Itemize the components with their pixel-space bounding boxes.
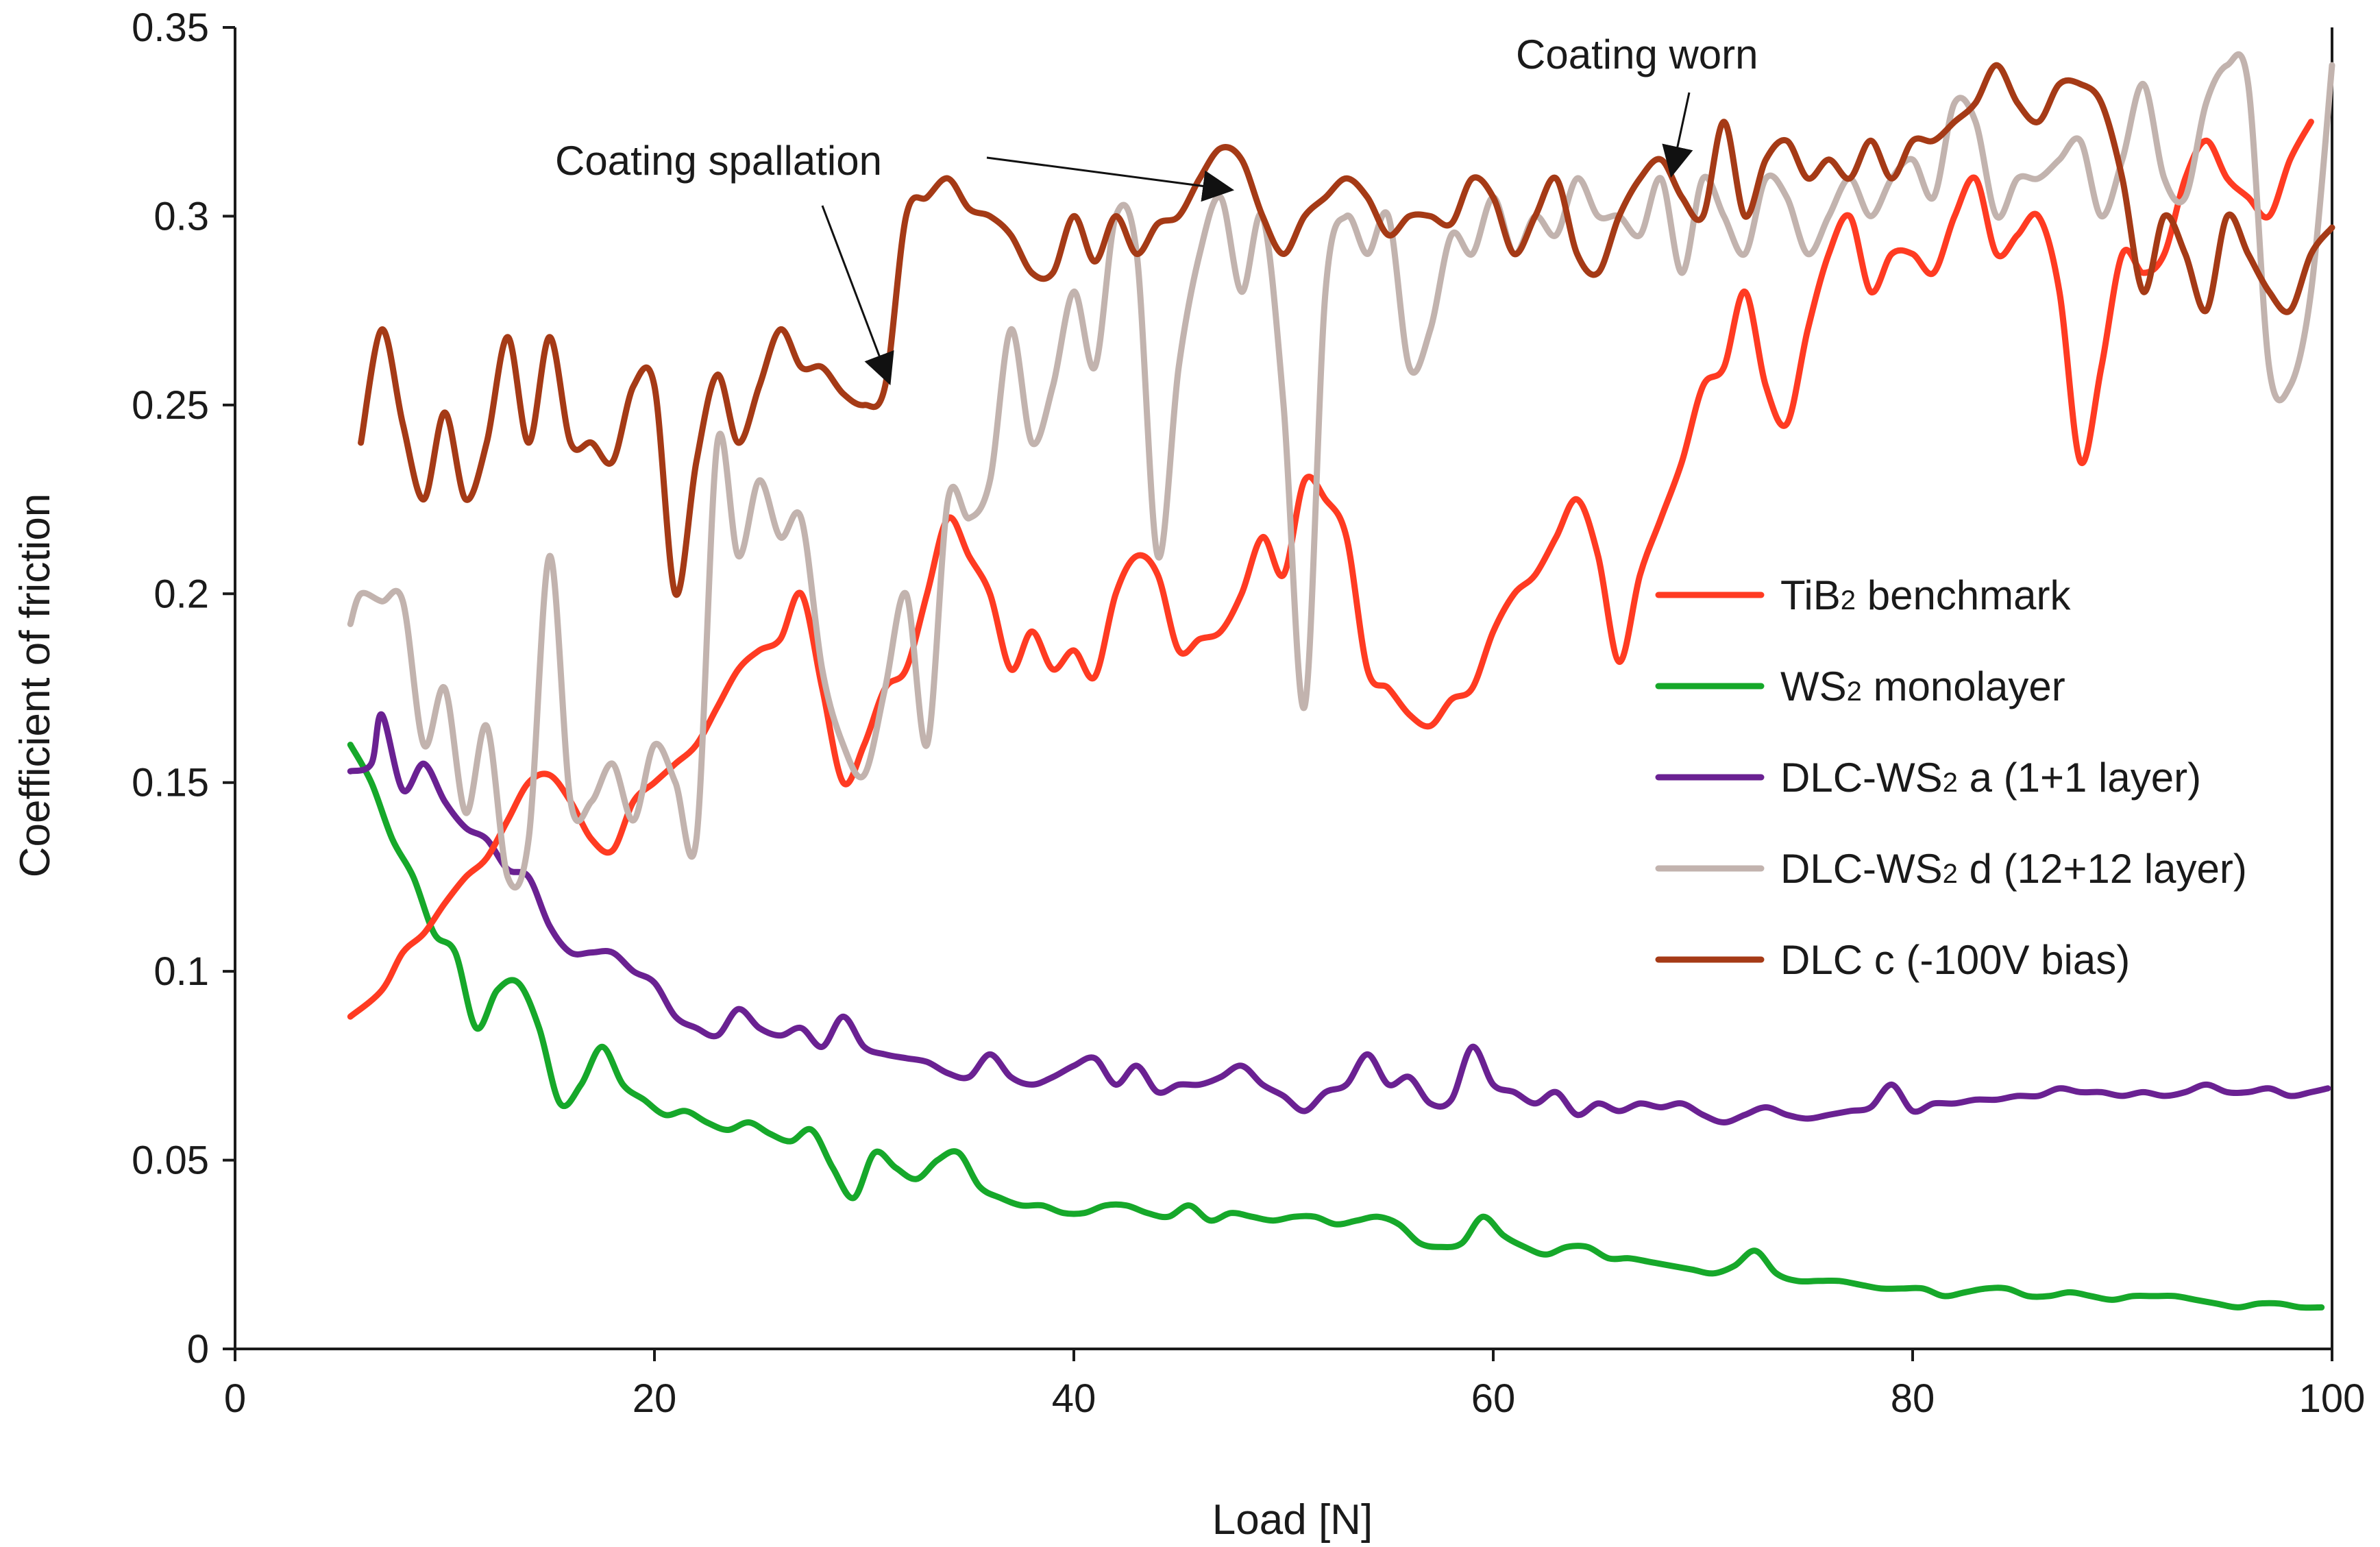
annotation-arrow [821,205,894,386]
legend-label-dlc-ws2-d-12-12-layer: DLC-WS2 d (12+12 layer) [1780,846,2247,892]
annotation-coating-worn: Coating worn [1516,32,1758,77]
y-tick-label: 0.05 [132,1138,209,1183]
legend-label-dlc-c-100v-bias: DLC c (-100V bias) [1780,937,2130,983]
annotation-layer: Coating spallation Coating worn [555,32,1758,386]
x-tick-label: 60 [1471,1376,1516,1421]
series-layer [347,51,2335,1311]
y-tick-label: 0.3 [154,194,209,239]
x-tick-label: 20 [633,1376,677,1421]
legend-label-ws2-monolayer: WS2 monolayer [1780,663,2065,709]
plot-frame [234,27,2333,1350]
legend-label-dlc-ws2-a-1-1-layer: DLC-WS2 a (1+1 layer) [1780,755,2201,801]
annotation-coating-spallation: Coating spallation [555,138,882,184]
annotation-arrow [986,156,1235,202]
x-tick-label: 0 [224,1376,246,1421]
y-tick-label: 0.1 [154,949,209,994]
x-tick-label: 80 [1891,1376,1935,1421]
x-tick-label: 40 [1052,1376,1096,1421]
legend-label-tib2-benchmark: TiB2 benchmark [1780,572,2072,618]
legend: TiB2 benchmark WS2 monolayer DLC-WS2 a (1+… [1655,572,2247,983]
y-axis-title: Coefficient of friction [12,494,59,878]
series-line-dlc-ws2-a-1-1-layer [347,711,2331,1125]
series-line-tib2-benchmark [347,119,2314,1020]
y-tick-label: 0.2 [154,572,209,616]
y-tick-label: 0.25 [132,383,209,428]
series-line-ws2-monolayer [347,742,2325,1311]
x-tick-label: 100 [2299,1376,2366,1421]
annotation-arrow [1662,92,1693,178]
tick-layer: 0 0.05 0.1 0.15 0.2 0.25 0.3 0.35 0 20 40 60 80 100 [132,5,2365,1421]
y-tick-label: 0 [187,1327,209,1372]
series-line-dlc-c-100v-bias [358,62,2335,598]
x-axis-title: Load [N] [1212,1496,1373,1544]
y-tick-label: 0.35 [132,5,209,50]
y-tick-label: 0.15 [132,761,209,805]
